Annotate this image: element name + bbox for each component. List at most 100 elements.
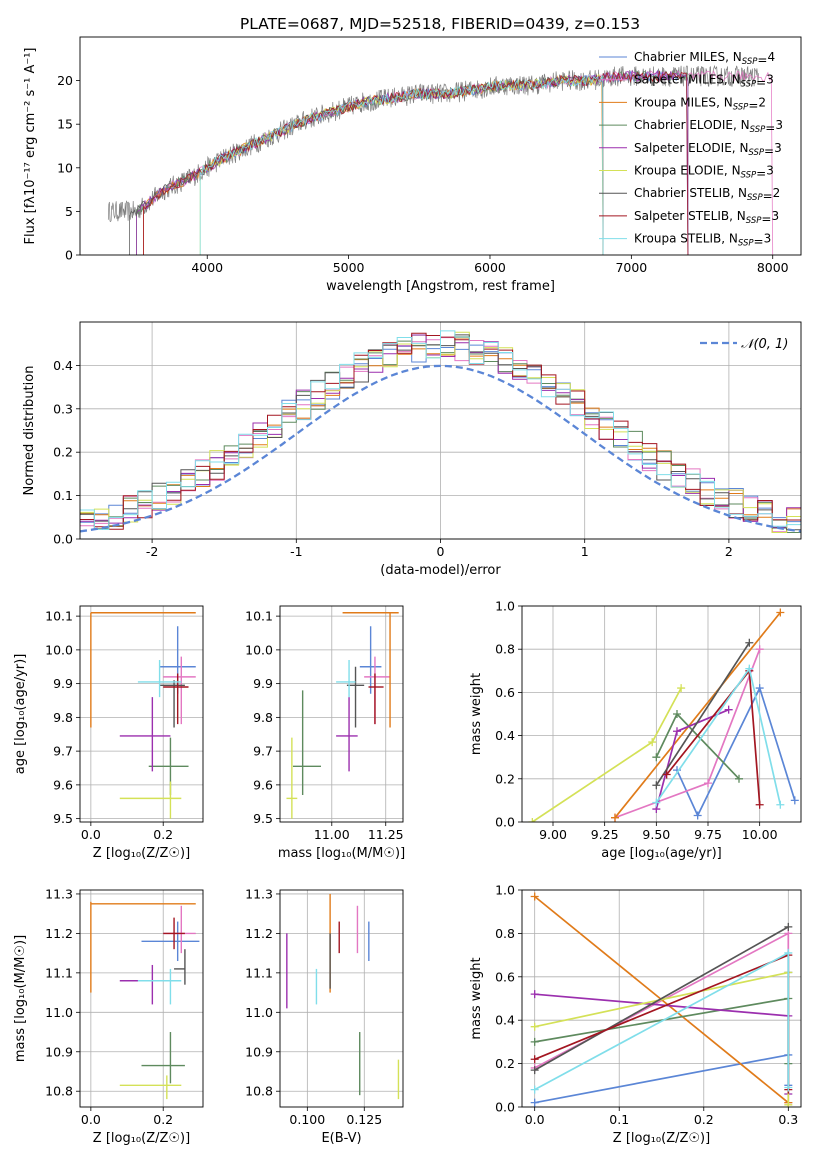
model-line xyxy=(129,75,604,255)
weight-marker xyxy=(611,813,619,822)
weight-marker xyxy=(776,608,785,617)
y-tick-label: 0.0 xyxy=(495,1100,515,1115)
weight-series-line xyxy=(655,642,751,786)
legend-nssp-value: 3 xyxy=(771,209,779,223)
weight-series-line xyxy=(614,611,781,819)
x-tick-label: 9.25 xyxy=(591,827,619,842)
x-tick-label: 0.100 xyxy=(289,1112,325,1127)
x-axis-label: E(B-V) xyxy=(321,1131,361,1146)
weight-marker xyxy=(530,1066,539,1075)
legend-nssp-sub: SSP xyxy=(741,171,757,181)
weight-marker xyxy=(530,892,539,901)
legend-entry: Salpeter MILES, NSSP=3 xyxy=(634,73,774,90)
x-axis-label: age [log₁₀(age/yr)] xyxy=(601,846,722,861)
y-tick-label: 0 xyxy=(65,248,73,263)
y-tick-label: 0.8 xyxy=(495,926,515,941)
weight-marker xyxy=(693,811,702,820)
weight-marker xyxy=(528,818,537,822)
normal-curve xyxy=(80,364,801,533)
x-tick-label: 0.3 xyxy=(778,1112,798,1127)
axes-frame xyxy=(521,889,802,1108)
legend-nssp-sub: SSP xyxy=(738,239,754,249)
weight-marker xyxy=(652,753,661,762)
y-tick-label: 0.1 xyxy=(53,488,73,503)
y-tick-label: 11.0 xyxy=(45,1005,73,1020)
weight-marker xyxy=(755,684,764,693)
legend-entry: Salpeter ELODIE, NSSP=3 xyxy=(634,141,782,158)
axes-residuals: -2 -1 0 1 2 0.0 0.1 0.2 0.3 0.4 (data-model)/error… xyxy=(22,321,802,578)
y-tick-label: 0.2 xyxy=(495,771,515,786)
legend-nssp-value: 2 xyxy=(773,186,781,200)
model-line xyxy=(199,73,604,255)
weight-marker xyxy=(530,990,539,999)
legend-entry: Chabrier STELIB, NSSP=2 xyxy=(634,186,780,203)
legend-nssp-label: N xyxy=(732,164,741,178)
x-tick-label: 1 xyxy=(581,544,589,559)
x-axis-label: Z [log₁₀(Z/Z☉)] xyxy=(93,1131,190,1146)
weight-marker xyxy=(530,1055,539,1064)
legend-nssp-sub: SSP xyxy=(747,193,763,203)
y-tick-label: 0.0 xyxy=(53,532,73,547)
legend-nssp-value: 3 xyxy=(764,232,772,246)
weight-marker xyxy=(784,1083,793,1092)
weight-series-line xyxy=(655,712,740,780)
y-tick-label: 11.0 xyxy=(245,1005,273,1020)
legend-nssp-value: 4 xyxy=(767,50,775,64)
weight-marker xyxy=(673,710,681,718)
x-tick-label: 0 xyxy=(437,544,445,559)
weight-marker xyxy=(652,798,661,807)
y-tick-label: 11.2 xyxy=(45,926,73,941)
legend-nssp-value: 3 xyxy=(775,118,783,132)
y-tick-label: 11.3 xyxy=(45,886,73,901)
weight-marker xyxy=(530,1098,539,1107)
legend-model-name: Salpeter ELODIE xyxy=(634,141,732,155)
weight-marker xyxy=(784,922,793,931)
y-tick-label: 20 xyxy=(57,73,73,88)
x-tick-label: 8000 xyxy=(757,260,789,275)
y-tick-label: 0.0 xyxy=(495,815,515,830)
legend-nssp-sub: SSP xyxy=(733,102,749,112)
axes-weight-vs-age: 9.00 9.25 9.50 9.75 10.00 0.0 0.2 0.4 0.6 0.8 1.0 a… xyxy=(469,599,802,861)
weight-marker xyxy=(677,684,686,693)
x-tick-label: 7000 xyxy=(615,260,647,275)
x-axis-label: (data-model)/error xyxy=(380,563,501,578)
y-tick-label: 0.4 xyxy=(495,728,515,743)
axes-frame xyxy=(79,605,204,823)
y-tick-label: 10.9 xyxy=(45,1044,73,1059)
legend-model-name: Salpeter MILES xyxy=(634,73,724,87)
y-tick-label: 10 xyxy=(57,160,73,175)
legend-model-name: Chabrier STELIB xyxy=(634,186,730,200)
y-tick-label: 5 xyxy=(65,204,73,219)
x-tick-label: 0.2 xyxy=(153,1112,173,1127)
y-tick-label: 0.3 xyxy=(53,401,73,416)
y-axis-label: mass weight xyxy=(469,957,484,1039)
y-tick-label: 9.8 xyxy=(253,710,273,725)
x-tick-label: 2 xyxy=(725,544,733,559)
plot-area xyxy=(286,893,400,1100)
x-tick-label: 0.2 xyxy=(694,1112,714,1127)
legend-model-name: Salpeter STELIB xyxy=(634,209,729,223)
x-tick-label: 0.0 xyxy=(81,827,101,842)
legend-nssp-label: N xyxy=(739,141,748,155)
x-tick-label: 0.2 xyxy=(153,827,173,842)
legend-nssp-label: N xyxy=(724,95,733,109)
y-tick-label: 9.9 xyxy=(253,676,273,691)
y-tick-label: 9.7 xyxy=(253,744,273,759)
axes-mass-vs-ebv: 0.100 0.125 10.8 10.9 11.0 11.1 11.2 11.3 E(B-V) xyxy=(245,886,404,1146)
plot-area xyxy=(80,330,801,533)
x-tick-label: 9.50 xyxy=(642,827,670,842)
axes-age-vs-Z: 0.0 0.2 9.5 9.6 9.7 9.8 9.9 10.0 10.1 Z [log₁₀(Z/… xyxy=(13,605,204,861)
plot-area xyxy=(90,901,200,1100)
y-tick-label: 0.2 xyxy=(53,445,73,460)
legend-nssp-label: N xyxy=(729,232,738,246)
plot-area xyxy=(530,892,793,1107)
x-tick-label: -1 xyxy=(290,544,302,559)
y-tick-label: 1.0 xyxy=(495,883,515,898)
x-tick-label: -2 xyxy=(146,544,158,559)
legend-nssp-label: N xyxy=(733,50,742,64)
y-axis-label: mass weight xyxy=(469,673,484,755)
x-tick-label: 9.00 xyxy=(539,827,567,842)
weight-marker xyxy=(652,781,661,790)
x-axis-label: mass [log₁₀(M/M☉)] xyxy=(278,846,405,861)
